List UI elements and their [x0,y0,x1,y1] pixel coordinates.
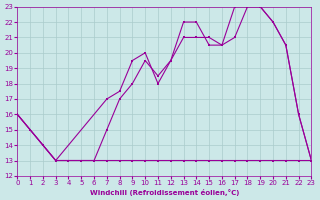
X-axis label: Windchill (Refroidissement éolien,°C): Windchill (Refroidissement éolien,°C) [90,189,239,196]
